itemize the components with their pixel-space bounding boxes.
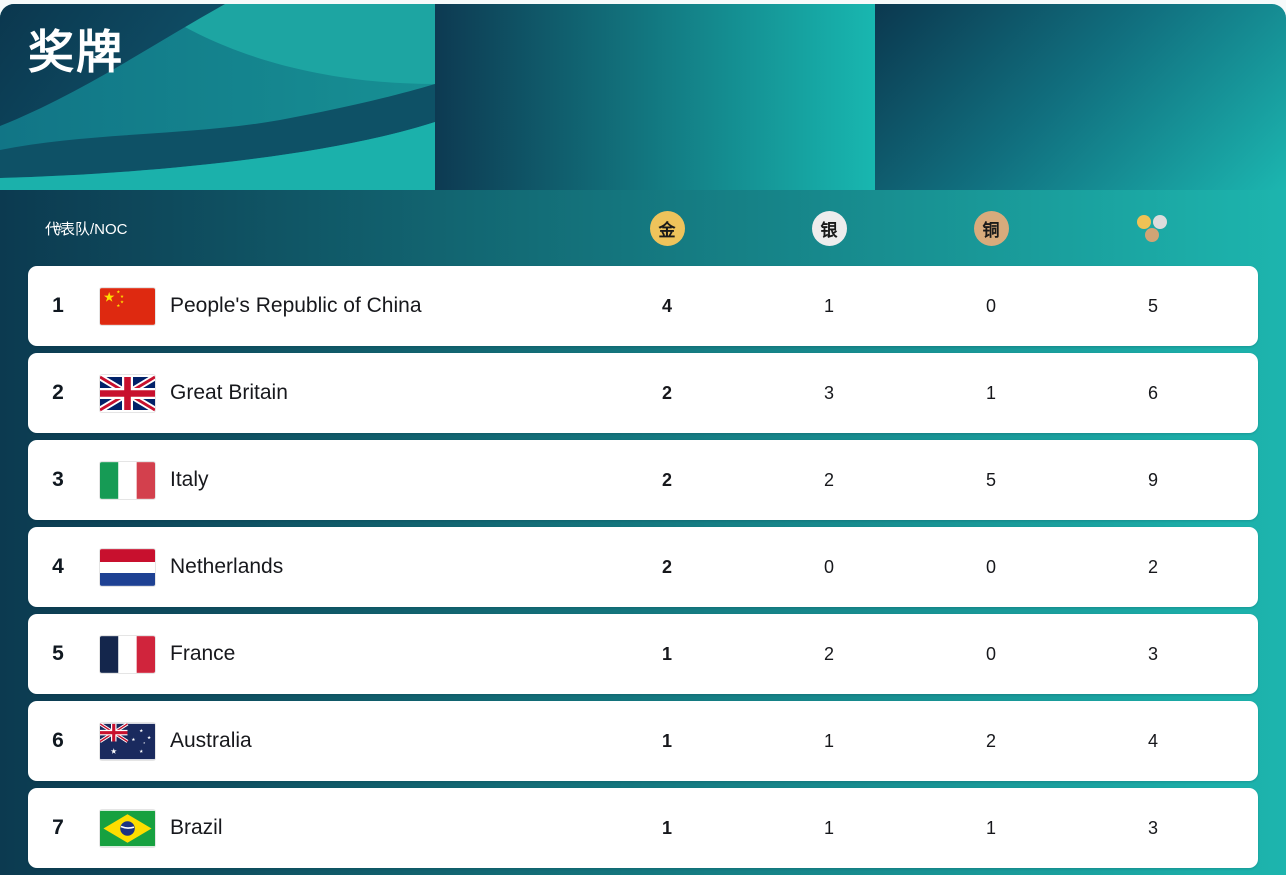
gold-count: 1 bbox=[661, 730, 672, 751]
silver-count: 2 bbox=[823, 643, 834, 664]
team-name: Australia bbox=[170, 729, 252, 752]
bronze-medal-icon: 铜 bbox=[973, 210, 1009, 246]
gold-count: 2 bbox=[661, 469, 672, 490]
bronze-count: 2 bbox=[985, 730, 996, 751]
gold-count: 1 bbox=[661, 817, 672, 838]
bronze-count: 5 bbox=[985, 469, 996, 490]
total-count: 3 bbox=[1147, 643, 1158, 664]
team-name: Netherlands bbox=[170, 555, 284, 578]
total-count: 9 bbox=[1147, 469, 1158, 490]
rank-column-header: # bbox=[54, 220, 62, 236]
rank-number: 6 bbox=[52, 729, 64, 752]
total-count: 6 bbox=[1147, 382, 1158, 403]
china-flag-icon bbox=[88, 287, 155, 325]
medal-table: # 代表队/NOC 金 银 铜 1 Peop bbox=[0, 190, 1286, 875]
total-count: 3 bbox=[1147, 817, 1158, 838]
page-title: 奖牌 bbox=[28, 26, 124, 78]
team-name: Great Britain bbox=[170, 381, 288, 404]
table-row[interactable]: 3 Italy 2 2 5 9 bbox=[28, 440, 1258, 520]
rank-number: 2 bbox=[52, 381, 64, 404]
rank-number: 3 bbox=[52, 468, 64, 491]
total-count: 5 bbox=[1147, 295, 1158, 316]
silver-medal-icon: 银 bbox=[811, 210, 847, 246]
great-britain-flag-icon bbox=[88, 374, 155, 412]
table-row[interactable]: 2 Great Britain 2 3 1 6 bbox=[28, 353, 1258, 433]
france-flag-icon bbox=[88, 635, 155, 673]
table-row[interactable]: 7 Brazil 1 1 1 3 bbox=[28, 788, 1258, 868]
silver-count: 1 bbox=[823, 817, 834, 838]
total-medals-icon bbox=[1135, 213, 1171, 243]
table-row[interactable]: 6 Australia 1 1 2 4 bbox=[28, 701, 1258, 781]
bronze-count: 0 bbox=[985, 643, 996, 664]
banner: 奖牌 bbox=[0, 4, 1286, 190]
wave-pattern-graphic bbox=[0, 4, 435, 190]
italy-flag-icon bbox=[88, 461, 155, 499]
rank-number: 4 bbox=[52, 555, 64, 578]
table-body: 1 People's Republic of China 4 1 0 5 2 G… bbox=[28, 266, 1258, 868]
medal-table-app: 奖牌 # 代表队/NOC 金 银 铜 1 bbox=[0, 4, 1286, 875]
banner-wave-panel: 奖牌 bbox=[0, 4, 435, 190]
rank-number: 5 bbox=[52, 642, 64, 665]
silver-count: 3 bbox=[823, 382, 834, 403]
silver-count: 1 bbox=[823, 295, 834, 316]
silver-count: 1 bbox=[823, 730, 834, 751]
gold-count: 2 bbox=[661, 556, 672, 577]
table-row[interactable]: 5 France 1 2 0 3 bbox=[28, 614, 1258, 694]
gold-count: 1 bbox=[661, 643, 672, 664]
netherlands-flag-icon bbox=[88, 548, 155, 586]
rank-number: 1 bbox=[52, 294, 64, 317]
gold-count: 4 bbox=[661, 295, 672, 316]
silver-count: 2 bbox=[823, 469, 834, 490]
team-name: Brazil bbox=[170, 816, 223, 839]
bronze-count: 0 bbox=[985, 556, 996, 577]
bronze-count: 1 bbox=[985, 382, 996, 403]
team-name: France bbox=[170, 642, 236, 665]
table-row[interactable]: 1 People's Republic of China 4 1 0 5 bbox=[28, 266, 1258, 346]
gold-count: 2 bbox=[661, 382, 672, 403]
team-name: Italy bbox=[170, 468, 209, 491]
total-count: 2 bbox=[1147, 556, 1158, 577]
australia-flag-icon bbox=[88, 722, 155, 760]
silver-count: 0 bbox=[823, 556, 834, 577]
table-row[interactable]: 4 Netherlands 2 0 0 2 bbox=[28, 527, 1258, 607]
bronze-count: 1 bbox=[985, 817, 996, 838]
team-column-header: 代表队/NOC bbox=[45, 220, 128, 238]
rank-number: 7 bbox=[52, 816, 64, 839]
team-name: People's Republic of China bbox=[170, 294, 422, 317]
total-count: 4 bbox=[1147, 730, 1158, 751]
bronze-count: 0 bbox=[985, 295, 996, 316]
banner-gradient-panel-mid bbox=[435, 4, 875, 190]
table-header-row: # 代表队/NOC 金 银 铜 bbox=[28, 190, 1258, 266]
gold-medal-icon: 金 bbox=[649, 210, 685, 246]
brazil-flag-icon bbox=[88, 810, 155, 847]
banner-gradient-panel-right bbox=[875, 4, 1286, 190]
